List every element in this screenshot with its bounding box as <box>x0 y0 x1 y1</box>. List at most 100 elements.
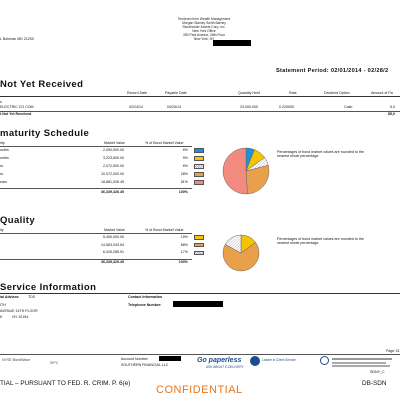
maturity-row-pct: 9% <box>182 156 188 160</box>
quality-legend-swatch <box>194 250 204 255</box>
award-text: Leader in Client Service <box>262 358 296 362</box>
dividend-total-amount: $5,0 <box>388 112 395 116</box>
paperless-sub: ASK ABOUT E-DELIVERY <box>206 365 244 369</box>
section-title-service: Service Information <box>0 282 97 293</box>
dividend-payable-date: 04/25/14 <box>167 105 181 109</box>
phone-label: Telephone Number: <box>128 303 162 307</box>
redaction-bar <box>159 356 181 361</box>
redaction-bar <box>213 40 251 46</box>
legal-notice: TIAL – PURSUANT TO FED. R. CRIM. P. 6(e) <box>0 380 131 387</box>
col-header-quality: ity <box>0 228 4 232</box>
advisor-value: TDS <box>28 295 36 299</box>
maturity-total-pct: 100% <box>178 190 188 194</box>
quality-row-pct: 17% <box>180 250 188 255</box>
footer-small-text: SIPC <box>50 361 59 365</box>
service-address-line: ITH <box>0 303 6 307</box>
sipc-seal-icon <box>320 356 329 365</box>
col-header-market-value: Market Value <box>104 141 125 145</box>
quality-pie-slice <box>224 234 242 254</box>
col-header-pct: % of Bond Market Value <box>145 141 184 145</box>
row-label-top: s <box>0 100 2 104</box>
go-paperless-logo: Go paperless <box>197 357 242 364</box>
maturity-row-label: rs <box>0 164 3 168</box>
service-address-line: AVENUE 14TH FLOOR <box>0 309 38 313</box>
divider <box>0 293 400 294</box>
statement-period: Statement Period: 02/01/2014 - 02/28/2 <box>276 68 389 74</box>
firm-line: New York, NY <box>193 36 215 41</box>
quality-row-pct: 68% <box>180 242 188 247</box>
maturity-pie-chart <box>222 147 270 195</box>
advisor-label: ial Advisor: <box>0 295 20 299</box>
maturity-row-pct: 6% <box>182 148 188 152</box>
dividend-record-date: 02/24/14 <box>129 105 143 109</box>
maturity-row-value: 3,223,800.00 <box>103 156 124 160</box>
page-number: Page 15 <box>386 349 400 353</box>
footer-small-text: NYSE BondWave <box>2 358 31 362</box>
quality-row-value: 6,326,285.91 <box>103 250 124 255</box>
section-title-quality: Quality <box>0 215 36 226</box>
dividend-option: Cash <box>344 105 353 109</box>
doc-code-2: DB-SDN <box>362 380 387 387</box>
maturity-row-value: 10,072,000.00 <box>101 172 124 176</box>
account-number-label: Account Number <box>121 357 148 361</box>
quality-row-value: 5,450,000.00 <box>103 235 124 239</box>
firm-address-block: Tendered from Wealth Management Morgan S… <box>166 17 242 41</box>
maturity-legend-swatch <box>194 164 204 169</box>
dividend-quantity: 23,000.000 <box>240 105 258 109</box>
col-header-record-date: Record Date <box>127 91 148 95</box>
maturity-pie-slice <box>222 147 248 195</box>
maturity-legend-swatch <box>194 148 204 153</box>
maturity-legend-swatch <box>194 172 204 177</box>
firm-line: Stockholder Assets Corp. Inc. <box>182 24 226 29</box>
maturity-legend-swatch <box>194 180 204 185</box>
quality-note: Percentages of bond market values are ro… <box>277 237 364 246</box>
col-header-rate: Rate <box>289 91 297 95</box>
col-header-maturity: rity <box>0 141 5 145</box>
col-header-market-value: Market Value <box>104 228 125 232</box>
col-header-payable-date: Payable Date <box>165 91 187 95</box>
quality-row-value: 24,563,043.54 <box>101 242 124 247</box>
maturity-row-label: onths <box>0 148 9 152</box>
firm-line: New York Office <box>192 28 216 33</box>
maturity-legend-swatch <box>194 156 204 161</box>
maturity-row-label: ears <box>0 180 7 184</box>
col-header-amount: Amount of Pa <box>371 91 393 95</box>
section-title-dividends: Not Yet Received <box>0 79 84 90</box>
quality-legend-swatch <box>194 242 204 248</box>
award-seal-icon <box>250 356 260 366</box>
maturity-row-label: onths <box>0 156 9 160</box>
dividend-rate: 0.220000 <box>279 105 294 109</box>
maturity-pie-slice <box>245 164 270 195</box>
col-header-quantity: Quantity Held <box>238 91 260 95</box>
dividend-amount: 5,0 <box>390 105 395 109</box>
maturity-note: Percentages of bond market values are ro… <box>277 150 364 159</box>
col-header-pct: % of Bond Market Value <box>145 228 184 232</box>
quality-pie-slice <box>222 242 260 272</box>
quality-row-pct: 15% <box>180 235 188 239</box>
confidential-stamp: CONFIDENTIAL <box>156 384 243 396</box>
divider <box>0 96 400 97</box>
firm-line: Tendered from Wealth Management <box>177 17 231 21</box>
maturity-row-pct: 51% <box>180 180 188 184</box>
contact-label: Contact Information <box>128 295 163 299</box>
quality-total-value: 36,339,329.45 <box>101 260 124 264</box>
address-fragment: L Bohman MD 21200 <box>0 37 34 41</box>
maturity-row-value: 18,881,026.45 <box>101 180 124 184</box>
firm-line: Morgan Stanley Smith Barney <box>182 20 226 25</box>
account-sub: SOUTHERN FINANCIAL LLC <box>121 363 169 367</box>
quality-legend-swatch <box>194 235 204 240</box>
dividend-total-label: t Not Yet Received <box>0 112 32 116</box>
redaction-bar <box>173 301 223 307</box>
dividend-security: ELECTRIC CO COM <box>0 105 34 109</box>
section-title-maturity: maturity Schedule <box>0 128 90 139</box>
footer-small-text <box>332 357 392 367</box>
col-header-option: Dividend Option <box>324 91 350 95</box>
quality-total-pct: 100% <box>178 260 188 264</box>
firm-line: 280 Park Avenue, 26th Floor <box>183 32 225 37</box>
maturity-total-value: 36,339,326.45 <box>101 190 124 194</box>
quality-pie-chart <box>222 234 260 272</box>
maturity-row-value: 2,072,500.00 <box>103 164 124 168</box>
maturity-row-pct: 6% <box>182 164 188 168</box>
maturity-row-pct: 28% <box>180 172 188 176</box>
doc-code: SDNY_C <box>370 370 385 374</box>
